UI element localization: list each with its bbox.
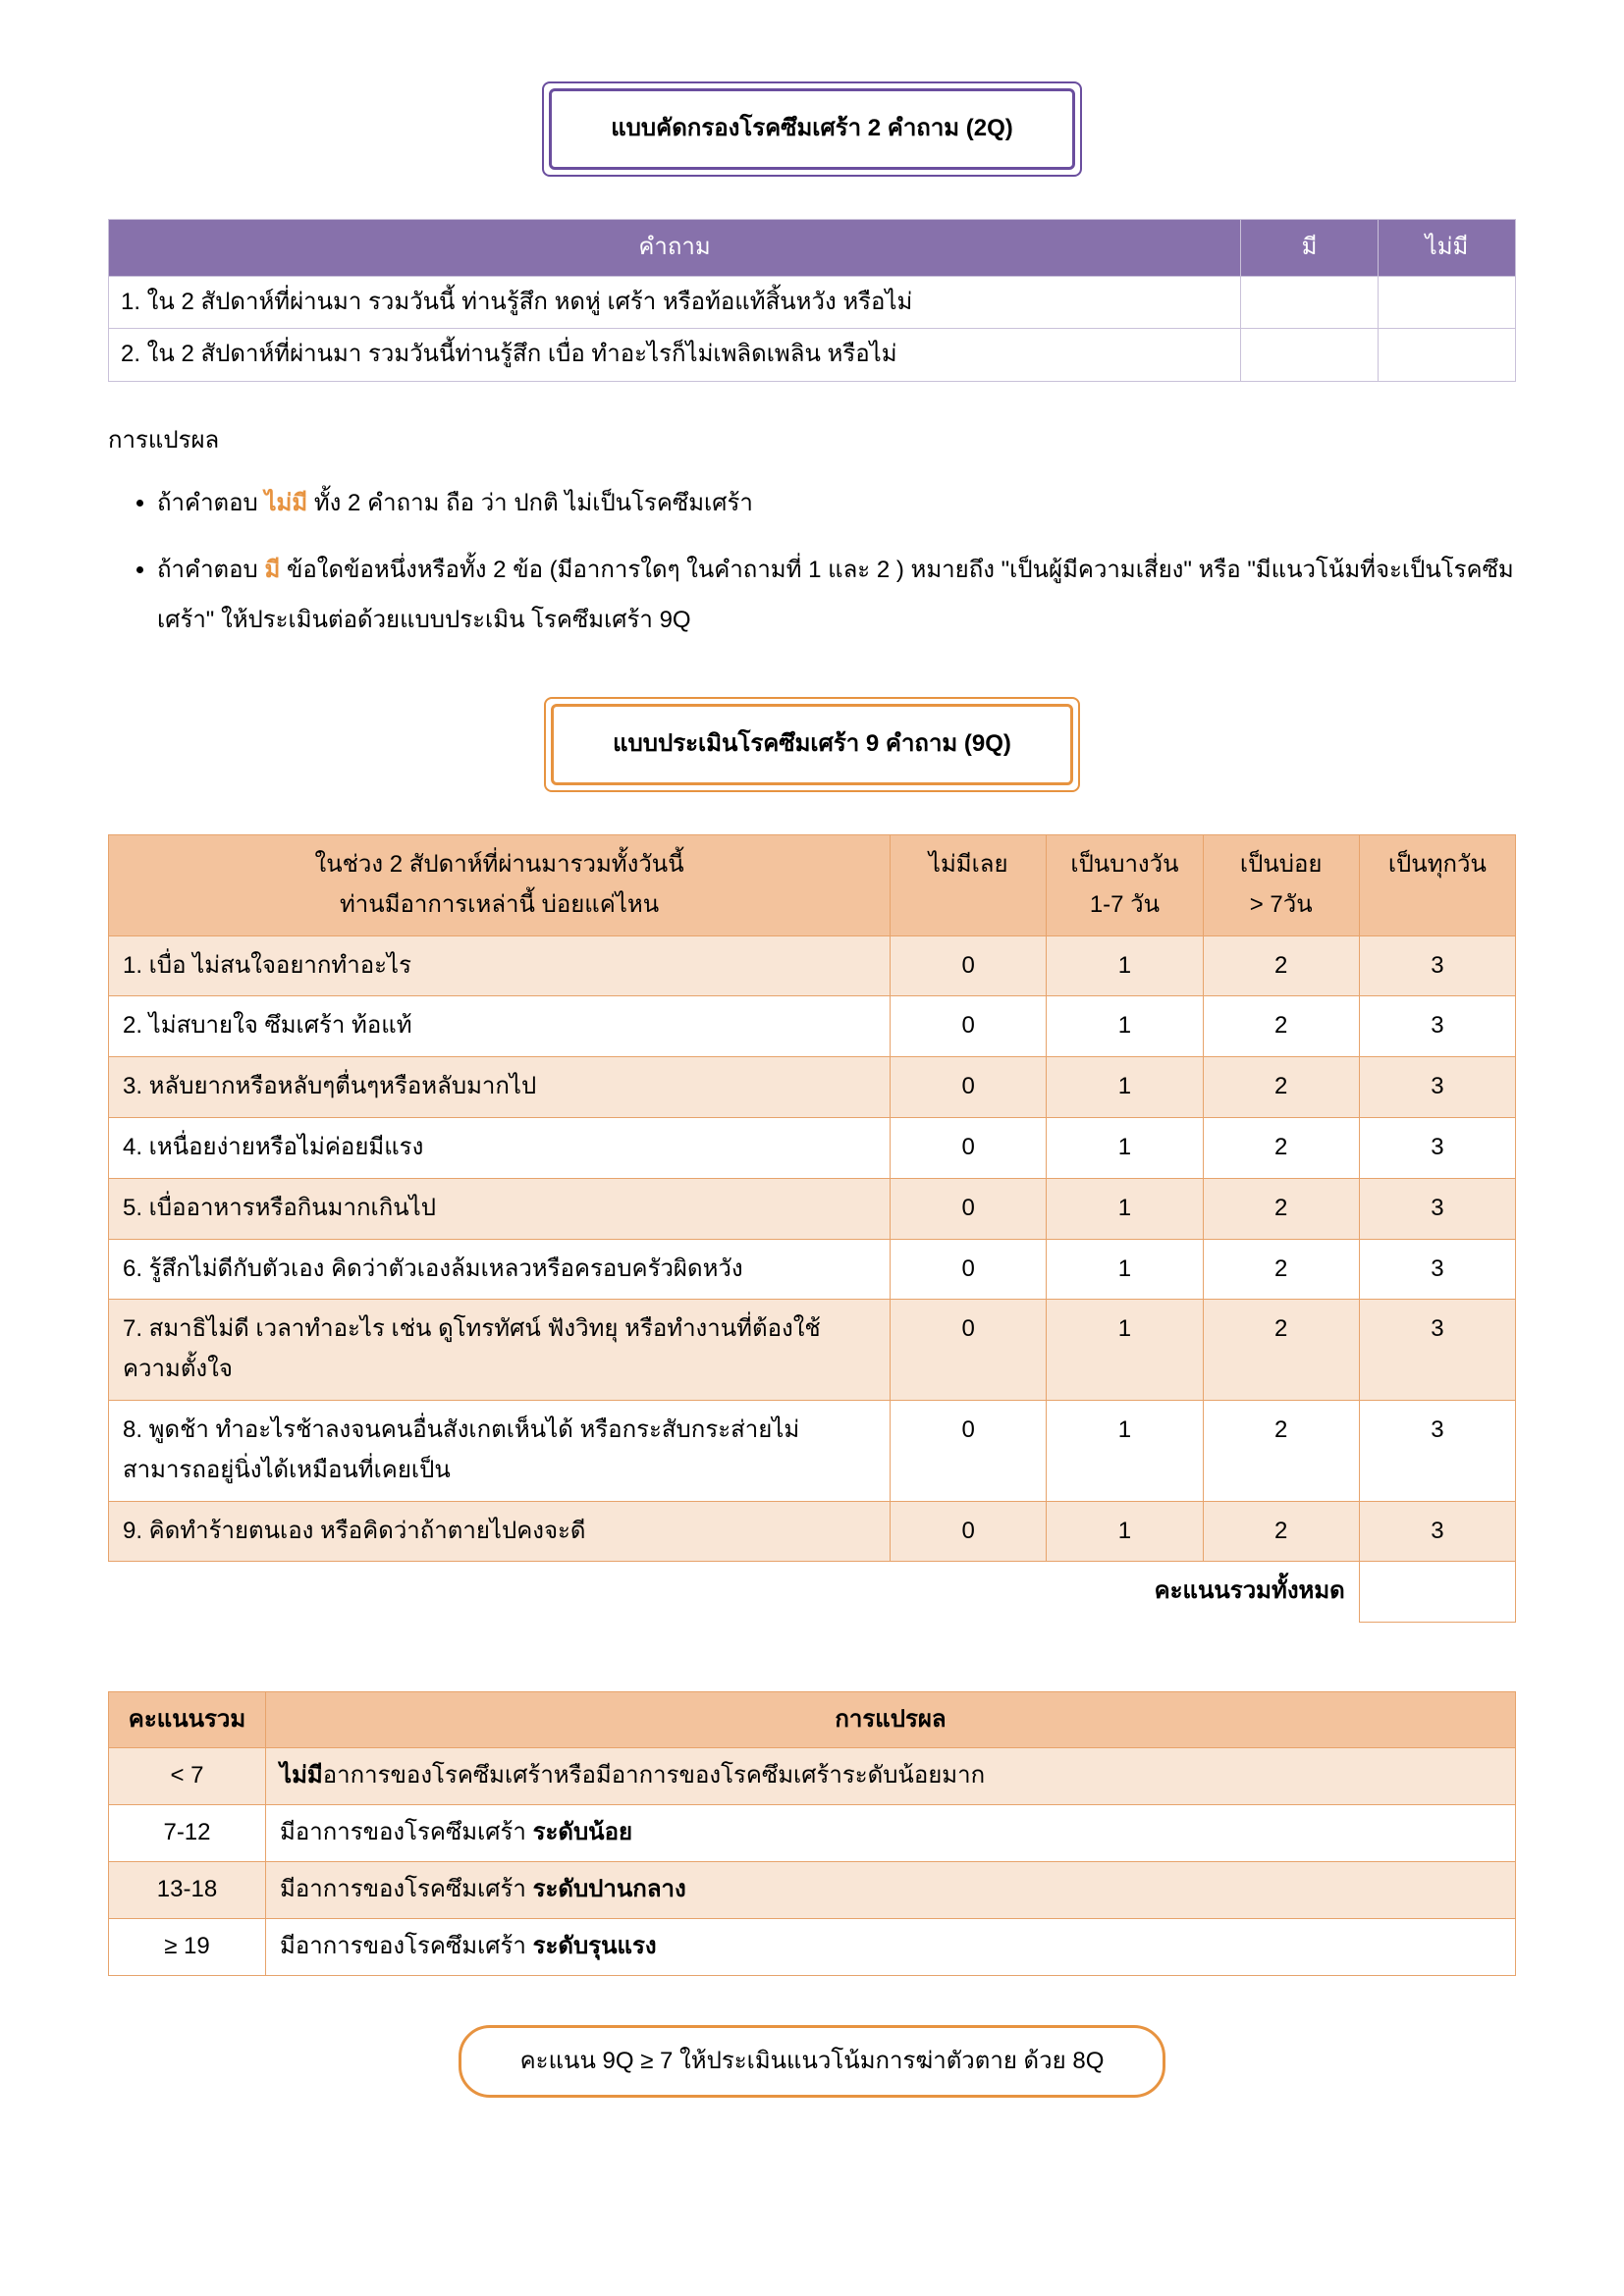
th-no: ไม่มี (1379, 219, 1516, 276)
th-question: คำถาม (109, 219, 1241, 276)
heading-2q: แบบคัดกรองโรคซึมเศร้า 2 คำถาม (2Q) (549, 88, 1075, 170)
table-2q: คำถาม มี ไม่มี 1. ใน 2 สัปดาห์ที่ผ่านมา … (108, 219, 1516, 382)
score-row-0: < 7ไม่มีอาการของโรคซึมเศร้าหรือมีอาการขอ… (109, 1748, 1516, 1805)
row-9q-2: 2. ไม่สบายใจ ซึมเศร้า ท้อแท้0123 (109, 996, 1516, 1057)
interpretation-2q: การแปรผล ถ้าคำตอบ ไม่มี ทั้ง 2 คำถาม ถือ… (108, 421, 1516, 645)
total-label: คะแนนรวมทั้งหมด (891, 1562, 1360, 1622)
row-9q-8: 8. พูดช้า ทำอะไรช้าลงจนคนอื่นสังเกตเห็นไ… (109, 1400, 1516, 1501)
score-row-2: 13-18มีอาการของโรคซึมเศร้า ระดับปานกลาง (109, 1862, 1516, 1919)
row-9q-6: 6. รู้สึกไม่ดีกับตัวเอง คิดว่าตัวเองล้มเ… (109, 1239, 1516, 1300)
footer-note: คะแนน 9Q ≥ 7 ให้ประเมินแนวโน้มการฆ่าตัวต… (459, 2025, 1166, 2099)
th-yes: มี (1241, 219, 1379, 276)
row-9q-4: 4. เหนื่อยง่ายหรือไม่ค่อยมีแรง0123 (109, 1117, 1516, 1178)
score-row-3: ≥ 19มีอาการของโรคซึมเศร้า ระดับรุนแรง (109, 1918, 1516, 1975)
heading-9q: แบบประเมินโรคซึมเศร้า 9 คำถาม (9Q) (551, 704, 1073, 785)
th-9q-line1: ในช่วง 2 สัปดาห์ที่ผ่านมารวมทั้งวันนี้ (123, 845, 876, 885)
row-9q-9: 9. คิดทำร้ายตนเอง หรือคิดว่าถ้าตายไปคงจะ… (109, 1501, 1516, 1562)
interp-yes: ถ้าคำตอบ มี ข้อใดข้อหนึ่งหรือทั้ง 2 ข้อ … (157, 546, 1516, 645)
row-2q-1: 1. ใน 2 สัปดาห์ที่ผ่านมา รวมวันนี้ ท่านร… (109, 276, 1516, 329)
row-9q-1: 1. เบื่อ ไม่สนใจอยากทำอะไร0123 (109, 935, 1516, 996)
th-9q-c3: เป็นทุกวัน (1359, 834, 1515, 935)
table-9q: ในช่วง 2 สัปดาห์ที่ผ่านมารวมทั้งวันนี้ ท… (108, 834, 1516, 1623)
row-2q-2: 2. ใน 2 สัปดาห์ที่ผ่านมา รวมวันนี้ท่านรู… (109, 329, 1516, 382)
row-9q-5: 5. เบื่ออาหารหรือกินมากเกินไป0123 (109, 1178, 1516, 1239)
score-row-1: 7-12มีอาการของโรคซึมเศร้า ระดับน้อย (109, 1805, 1516, 1862)
th-9q-line2: ท่านมีอาการเหล่านี้ บ่อยแค่ไหน (123, 885, 876, 926)
th-score: คะแนนรวม (109, 1691, 266, 1748)
total-box[interactable] (1359, 1562, 1515, 1622)
th-9q-c1: เป็นบางวัน 1-7 วัน (1047, 834, 1203, 935)
row-9q-3: 3. หลับยากหรือหลับๆตื่นๆหรือหลับมากไป012… (109, 1057, 1516, 1118)
th-9q-c0: ไม่มีเลย (891, 834, 1047, 935)
interp-title: การแปรผล (108, 421, 1516, 461)
row-9q-7: 7. สมาธิไม่ดี เวลาทำอะไร เช่น ดูโทรทัศน์… (109, 1300, 1516, 1401)
th-9q-c2: เป็นบ่อย > 7วัน (1203, 834, 1359, 935)
th-interp: การแปรผล (266, 1691, 1516, 1748)
interp-no: ถ้าคำตอบ ไม่มี ทั้ง 2 คำถาม ถือ ว่า ปกติ… (157, 479, 1516, 528)
score-table: คะแนนรวม การแปรผล < 7ไม่มีอาการของโรคซึม… (108, 1691, 1516, 1976)
